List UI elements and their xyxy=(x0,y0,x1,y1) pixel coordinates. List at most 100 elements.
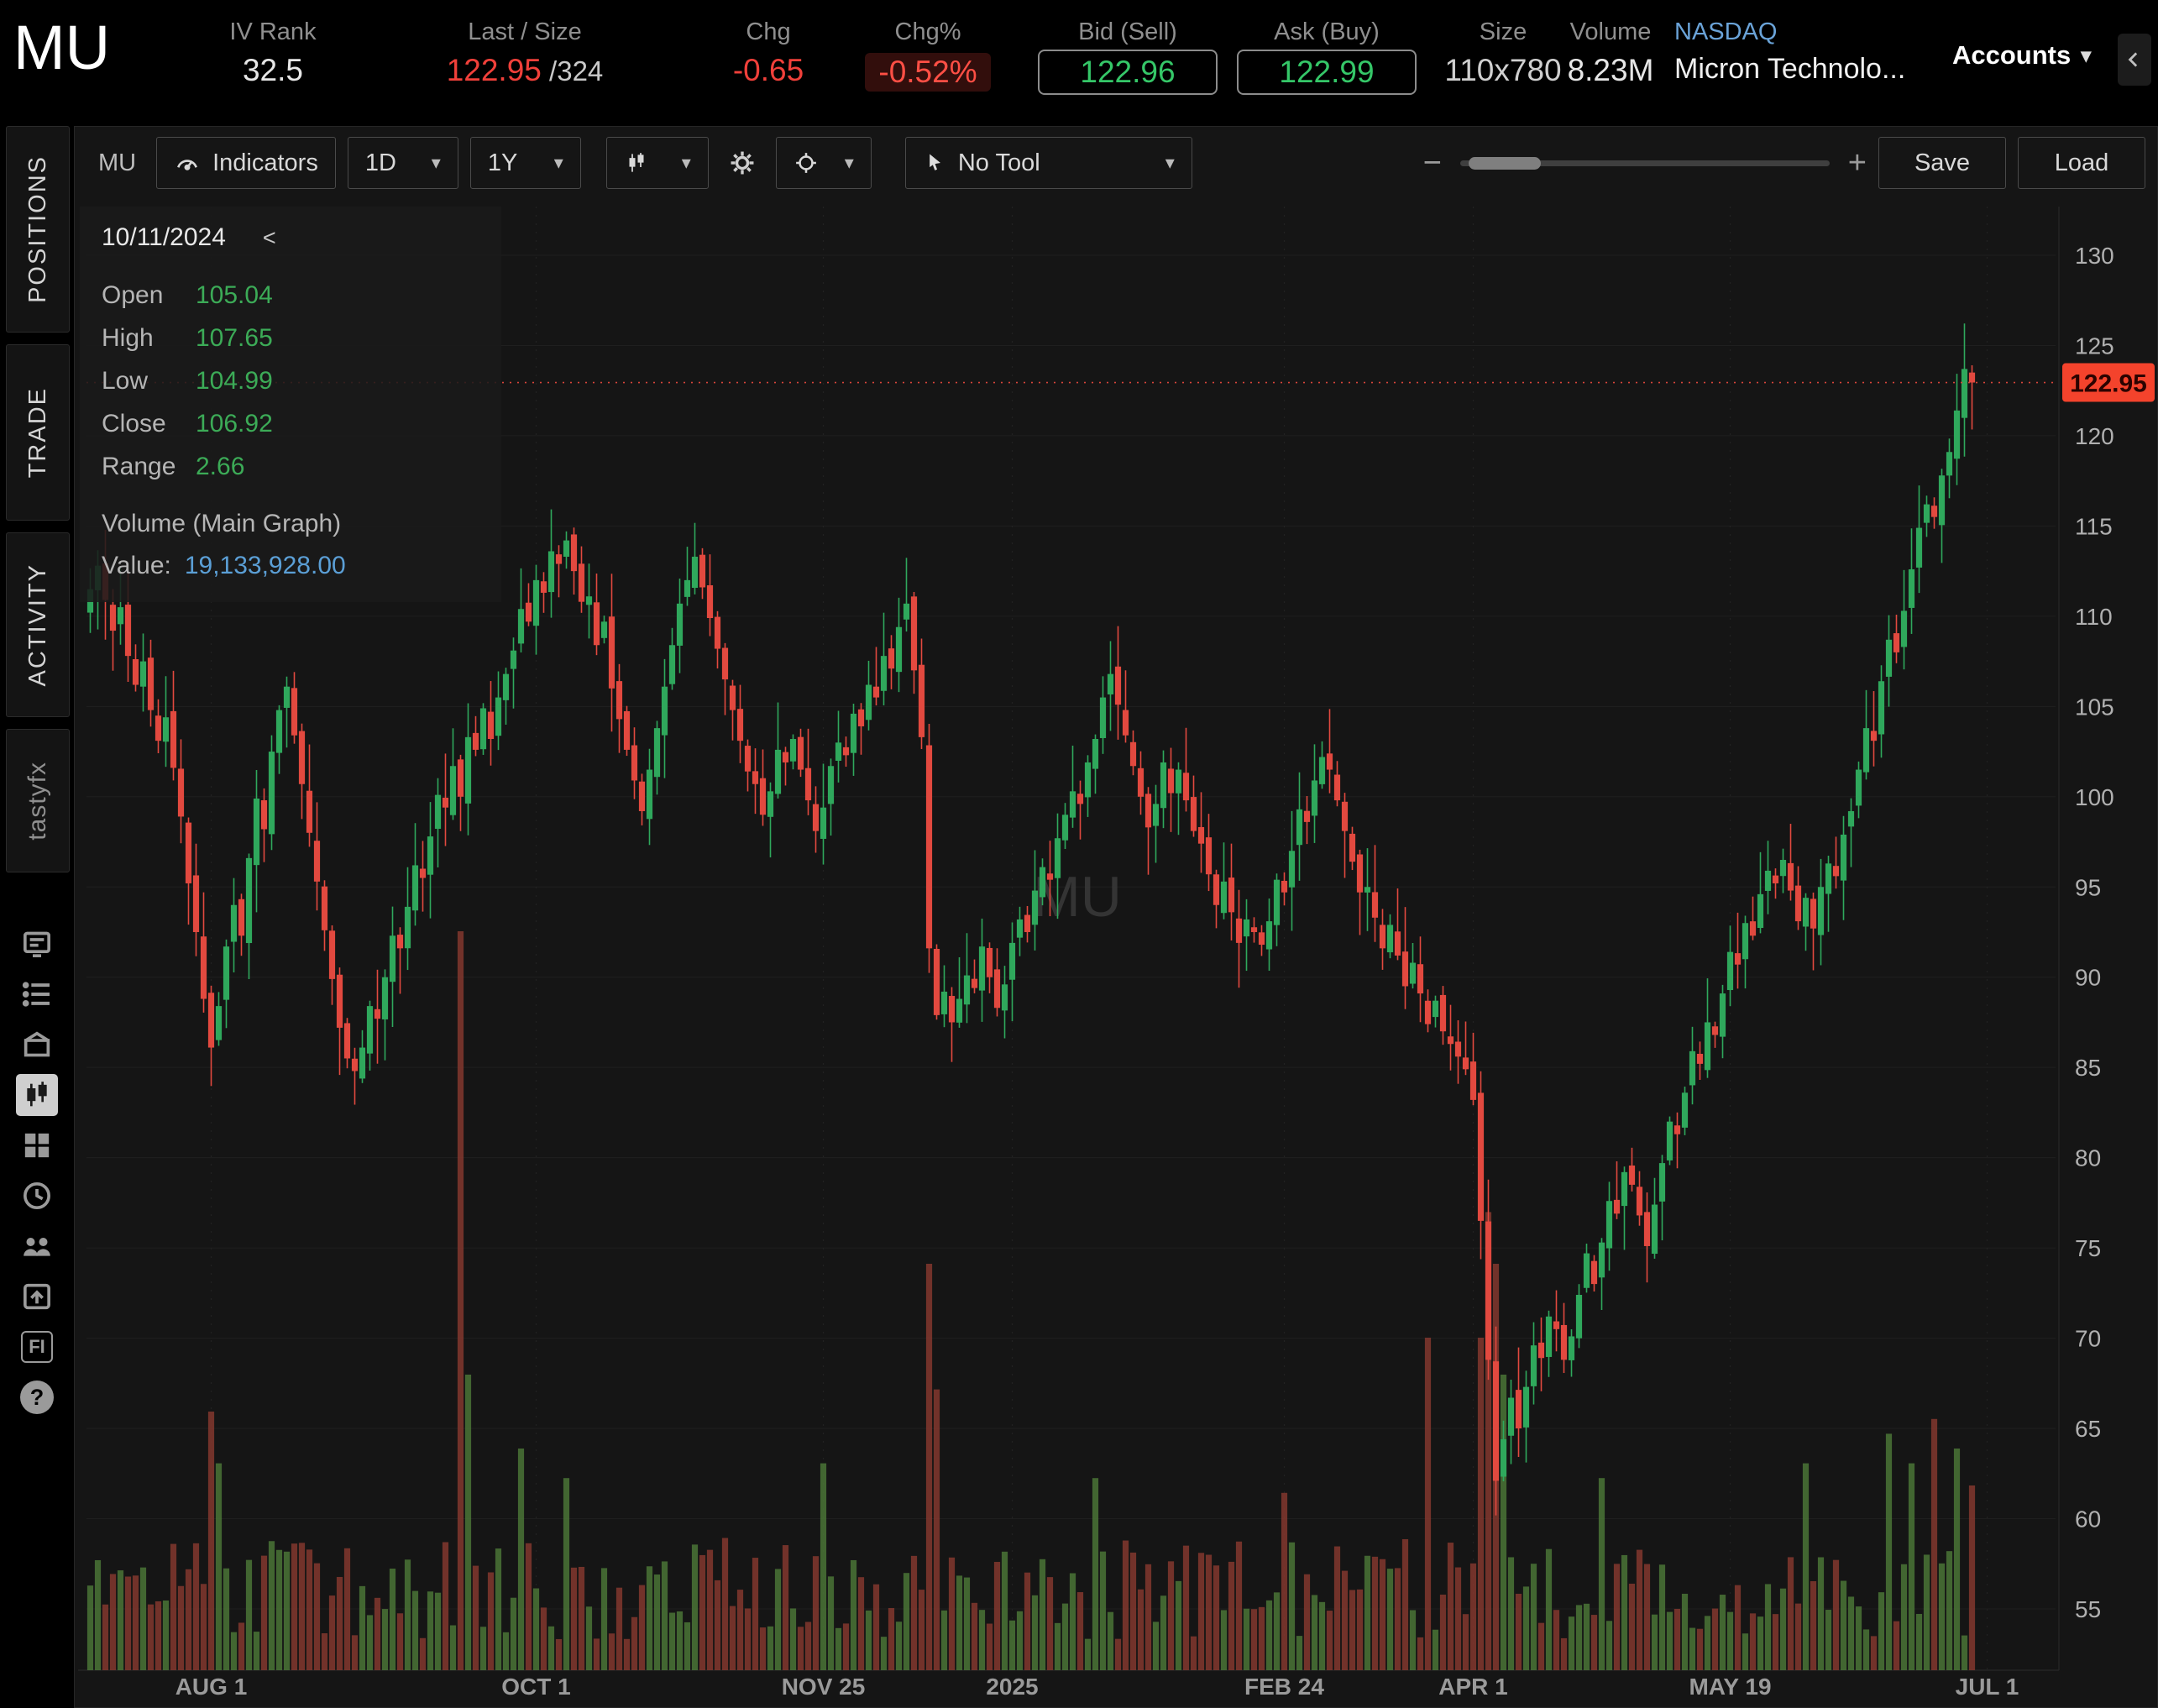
zoom-slider[interactable] xyxy=(1459,156,1830,170)
svg-text:APR 1: APR 1 xyxy=(1438,1674,1507,1700)
chart-style-dropdown[interactable]: ▾ xyxy=(605,137,709,189)
svg-text:MAY 19: MAY 19 xyxy=(1689,1674,1771,1700)
bid-field: Bid (Sell) 122.96 xyxy=(1023,18,1233,95)
fi-icon[interactable]: FI xyxy=(16,1326,58,1368)
chart-icon[interactable] xyxy=(16,1074,58,1116)
svg-text:JUL 1: JUL 1 xyxy=(1956,1674,2019,1700)
range-dropdown[interactable]: 1Y ▾ xyxy=(469,137,581,189)
exchange-block: NASDAQ Micron Technolo... xyxy=(1674,18,1905,86)
last-size-label: Last / Size xyxy=(468,18,582,45)
price-chart[interactable]: 130 125 120 115 110 105 100 95 90 85 80 75 70 65 60 55 A… xyxy=(78,207,2155,1708)
activity-tab-label: ACTIVITY xyxy=(24,563,51,687)
save-button[interactable]: Save xyxy=(1878,137,2006,189)
svg-text:NOV 25: NOV 25 xyxy=(782,1674,866,1700)
candlestick-chart-svg[interactable]: 130 125 120 115 110 105 100 95 90 85 80 75 70 65 60 55 A… xyxy=(78,207,2155,1708)
tastyfx-tab-label: tastyfx xyxy=(24,761,51,841)
quote-board-icon[interactable] xyxy=(16,923,58,965)
last-size: /324 xyxy=(541,55,604,86)
svg-text:130: 130 xyxy=(2075,243,2114,269)
chevron-down-icon: ▾ xyxy=(681,152,691,173)
box-icon[interactable] xyxy=(16,1024,58,1066)
history-icon[interactable] xyxy=(16,1175,58,1217)
zoom-slider-handle[interactable] xyxy=(1468,156,1541,170)
svg-text:100: 100 xyxy=(2075,784,2114,810)
chg-pct-label: Chg% xyxy=(894,18,961,45)
range-value: 1Y xyxy=(487,149,518,176)
ask-field: Ask (Buy) 122.99 xyxy=(1222,18,1432,95)
volume-field: Volume 8.23M xyxy=(1543,18,1678,88)
svg-text:55: 55 xyxy=(2075,1596,2101,1622)
company-name: Micron Technolo... xyxy=(1674,53,1906,85)
collapse-panel-button[interactable] xyxy=(2118,34,2151,86)
chg-value: -0.65 xyxy=(732,53,804,87)
watchlist-icon[interactable] xyxy=(16,973,58,1015)
candlestick-icon xyxy=(629,153,644,172)
left-sidebar: POSITIONS TRADE ACTIVITY tastyfx xyxy=(0,126,74,1708)
svg-text:125: 125 xyxy=(2075,333,2114,359)
accounts-label: Accounts xyxy=(1952,40,2072,70)
svg-text:FEB 24: FEB 24 xyxy=(1244,1674,1324,1700)
cursor-icon xyxy=(930,154,940,170)
chart-toolbar: MU Indicators 1D ▾ 1Y ▾ ▾ xyxy=(86,135,2145,191)
load-button[interactable]: Load xyxy=(2018,137,2145,189)
info-collapse-button[interactable]: < xyxy=(262,224,276,250)
help-icon[interactable]: ? xyxy=(16,1376,58,1418)
svg-text:105: 105 xyxy=(2075,694,2114,720)
size-value: 110x780 xyxy=(1444,53,1562,87)
chevron-down-icon: ▾ xyxy=(431,152,441,173)
exchange-name: NASDAQ xyxy=(1674,18,1778,45)
zoom-out-button[interactable]: − xyxy=(1422,144,1442,181)
iv-rank-label: IV Rank xyxy=(229,18,317,45)
svg-text:2025: 2025 xyxy=(986,1674,1038,1700)
chevron-down-icon: ▾ xyxy=(844,152,854,173)
chg-pct-field: Chg% -0.52% xyxy=(848,18,1008,92)
iv-rank-field: IV Rank 32.5 xyxy=(197,18,348,88)
ask-button[interactable]: 122.99 xyxy=(1237,50,1417,95)
chg-pct-value: -0.52% xyxy=(865,53,991,92)
svg-text:110: 110 xyxy=(2075,604,2113,630)
ohlc-row-high: High 107.65 xyxy=(102,324,273,352)
chg-field: Chg -0.65 xyxy=(697,18,840,88)
gear-icon xyxy=(731,151,754,175)
community-icon[interactable] xyxy=(16,1225,58,1267)
svg-text:OCT 1: OCT 1 xyxy=(501,1674,570,1700)
help-icon-label: ? xyxy=(20,1381,54,1414)
chart-settings-button[interactable] xyxy=(720,138,764,188)
sidebar-tab-positions[interactable]: POSITIONS xyxy=(6,126,70,333)
svg-text:120: 120 xyxy=(2075,423,2114,449)
chevron-down-icon: ▾ xyxy=(1165,152,1175,173)
svg-text:122.95: 122.95 xyxy=(2070,370,2147,398)
quote-header: MU IV Rank 32.5 Last / Size 122.95 /324 … xyxy=(0,0,2158,126)
svg-text:75: 75 xyxy=(2075,1235,2101,1261)
box-return-icon[interactable] xyxy=(16,1276,58,1318)
chevron-down-icon: ▾ xyxy=(553,152,563,173)
svg-text:95: 95 xyxy=(2075,874,2101,900)
zoom-in-button[interactable]: + xyxy=(1847,144,1867,181)
svg-text:80: 80 xyxy=(2075,1145,2101,1171)
crosshair-dropdown[interactable]: ▾ xyxy=(775,137,872,189)
accounts-menu[interactable]: Accounts ▾ xyxy=(1952,40,2091,71)
ohlc-row-open: Open 105.04 xyxy=(102,281,273,309)
svg-text:MU: MU xyxy=(1033,865,1122,929)
volume-value: 8.23M xyxy=(1567,53,1654,87)
sidebar-tab-tastyfx[interactable]: tastyfx xyxy=(6,729,70,872)
indicators-label: Indicators xyxy=(212,149,318,176)
tool-dropdown[interactable]: No Tool ▾ xyxy=(904,137,1192,189)
interval-dropdown[interactable]: 1D ▾ xyxy=(347,137,458,189)
trade-tab-label: TRADE xyxy=(24,386,51,479)
fi-icon-label: FI xyxy=(21,1331,53,1363)
grid-layout-icon[interactable] xyxy=(16,1124,58,1166)
indicators-button[interactable]: Indicators xyxy=(156,137,336,189)
volume-study-title: Volume (Main Graph) xyxy=(102,510,342,537)
sidebar-tab-activity[interactable]: ACTIVITY xyxy=(6,532,70,717)
svg-text:65: 65 xyxy=(2075,1416,2101,1442)
crosshair-icon xyxy=(795,153,816,173)
ohlc-info-panel: 10/11/2024 < Open 105.04 High 107.65 Low 10… xyxy=(80,207,501,602)
bid-label: Bid (Sell) xyxy=(1078,18,1177,45)
positions-tab-label: POSITIONS xyxy=(24,155,51,303)
chart-symbol-label: MU xyxy=(98,149,137,176)
sidebar-tab-trade[interactable]: TRADE xyxy=(6,344,70,521)
size-label: Size xyxy=(1479,18,1527,45)
bid-button[interactable]: 122.96 xyxy=(1038,50,1218,95)
